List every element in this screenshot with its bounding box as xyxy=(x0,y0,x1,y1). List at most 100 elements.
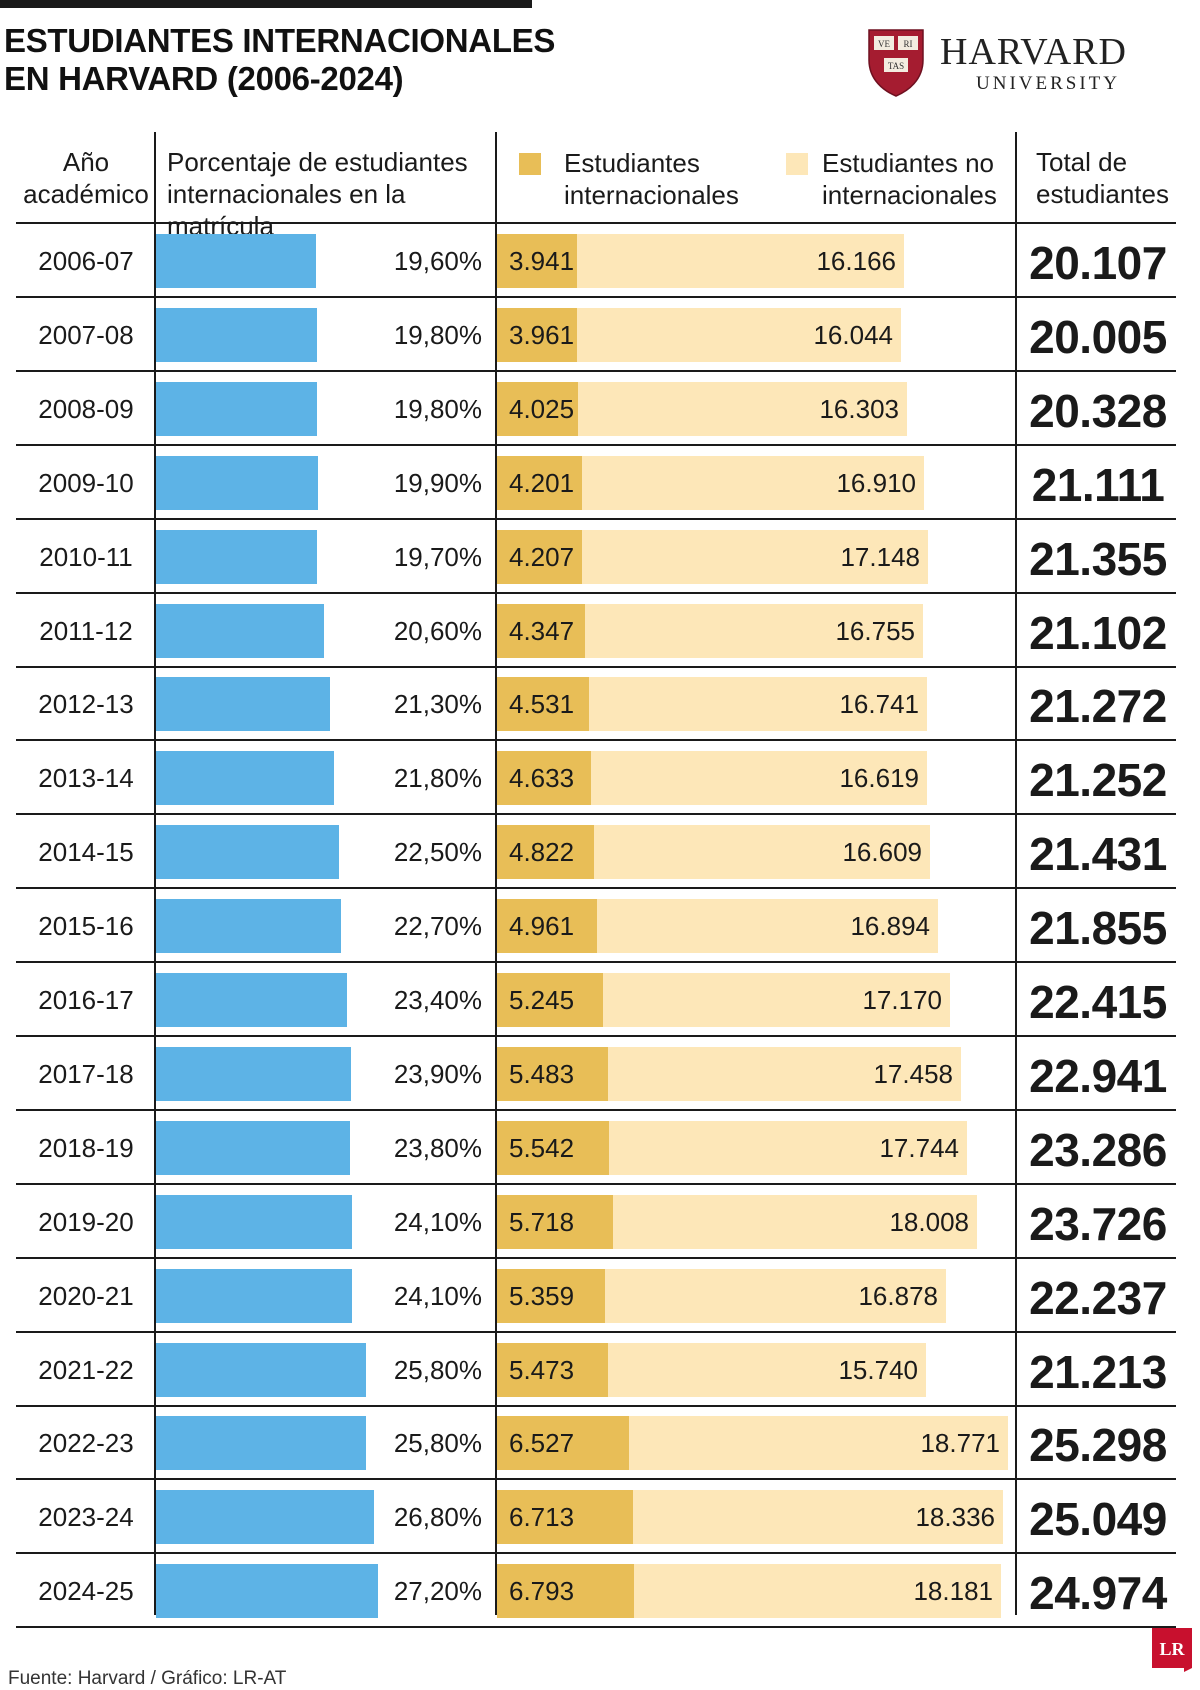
percent-label: 22,70% xyxy=(393,911,482,941)
header-separator xyxy=(16,222,1176,224)
percent-label: 19,60% xyxy=(393,246,482,276)
non-international-label: 15.740 xyxy=(838,1355,918,1385)
percent-bar xyxy=(156,751,334,805)
total-students-label: 21.102 xyxy=(1029,607,1167,659)
percent-label: 24,10% xyxy=(393,1281,482,1311)
international-bar xyxy=(497,899,597,953)
percent-bar xyxy=(156,1195,352,1249)
row-separator xyxy=(16,1183,1176,1185)
non-international-bar xyxy=(578,382,907,436)
percent-label: 25,80% xyxy=(393,1428,482,1458)
percent-label: 19,70% xyxy=(393,542,482,572)
non-international-bar xyxy=(608,1047,961,1101)
header-non-international-line2: internacionales xyxy=(822,180,997,210)
row-year-label: 2008-09 xyxy=(38,394,134,424)
international-label: 5.473 xyxy=(509,1355,575,1385)
percent-label: 21,80% xyxy=(393,763,482,793)
row-separator xyxy=(16,444,1176,446)
harvard-logo: VE RI TAS HARVARD UNIVERSITY xyxy=(866,26,1166,102)
international-bar xyxy=(497,1195,613,1249)
table-row: 2020-21 24,10% 5.359 16.878 22.237 xyxy=(0,1259,1200,1333)
percent-label: 20,60% xyxy=(393,616,482,646)
row-year-label: 2024-25 xyxy=(38,1576,134,1606)
table-row: 2012-13 21,30% 4.531 16.741 21.272 xyxy=(0,667,1200,741)
non-international-bar xyxy=(594,825,930,879)
non-international-label: 17.458 xyxy=(873,1059,953,1089)
non-international-label: 16.894 xyxy=(850,911,930,941)
logo-subtitle: UNIVERSITY xyxy=(976,73,1120,94)
table-row: 2018-19 23,80% 5.542 17.744 23.286 xyxy=(0,1111,1200,1185)
row-year-label: 2009-10 xyxy=(38,468,134,498)
row-year-label: 2019-20 xyxy=(38,1207,134,1237)
title-line-1: ESTUDIANTES INTERNACIONALES xyxy=(4,22,556,59)
international-label: 4.347 xyxy=(509,616,575,646)
row-separator xyxy=(16,1109,1176,1111)
lr-logo-text: LR xyxy=(1159,1639,1185,1659)
row-separator xyxy=(16,887,1176,889)
international-label: 4.025 xyxy=(509,394,575,424)
total-students-label: 23.286 xyxy=(1029,1124,1167,1176)
non-international-label: 16.303 xyxy=(819,394,899,424)
lr-logo-icon: LR xyxy=(1152,1628,1192,1672)
percent-label: 23,40% xyxy=(393,985,482,1015)
non-international-label: 16.609 xyxy=(842,837,922,867)
non-international-bar xyxy=(582,530,928,584)
international-label: 4.822 xyxy=(509,837,575,867)
total-students-label: 21.431 xyxy=(1029,828,1167,880)
total-students-label: 22.415 xyxy=(1029,976,1167,1028)
total-students-label: 23.726 xyxy=(1029,1198,1167,1250)
legend-non-international-swatch xyxy=(786,153,808,175)
percent-label: 27,20% xyxy=(393,1576,482,1606)
non-international-bar xyxy=(629,1416,1008,1470)
table-row: 2011-12 20,60% 4.347 16.755 21.102 xyxy=(0,594,1200,668)
column-divider-percent xyxy=(495,132,497,1615)
table-row: 2008-09 19,80% 4.025 16.303 20.328 xyxy=(0,372,1200,446)
title-line-2: EN HARVARD (2006-2024) xyxy=(4,60,404,97)
non-international-label: 16.755 xyxy=(835,616,915,646)
row-year-label: 2018-19 xyxy=(38,1133,134,1163)
percent-bar xyxy=(156,973,347,1027)
total-students-label: 22.237 xyxy=(1029,1272,1167,1324)
table-row: 2023-24 26,80% 6.713 18.336 25.049 xyxy=(0,1480,1200,1554)
non-international-label: 16.910 xyxy=(836,468,916,498)
header-international-line1: Estudiantes xyxy=(564,148,700,178)
international-bar xyxy=(497,1416,629,1470)
table-row: 2010-11 19,70% 4.207 17.148 21.355 xyxy=(0,520,1200,594)
international-bar xyxy=(497,751,591,805)
harvard-shield-icon: VE RI TAS xyxy=(868,29,924,97)
row-year-label: 2007-08 xyxy=(38,320,134,350)
non-international-label: 17.170 xyxy=(862,985,942,1015)
international-bar xyxy=(497,308,577,362)
percent-bar xyxy=(156,1269,352,1323)
header-total-line2: estudiantes xyxy=(1036,179,1169,209)
shield-text-ri: RI xyxy=(904,39,913,49)
column-divider-total xyxy=(1015,132,1017,1615)
non-international-bar xyxy=(608,1343,926,1397)
international-bar xyxy=(497,604,585,658)
row-year-label: 2022-23 xyxy=(38,1428,134,1458)
international-label: 3.961 xyxy=(509,320,575,350)
percent-bar xyxy=(156,825,339,879)
percent-bar xyxy=(156,1047,351,1101)
international-bar xyxy=(497,677,589,731)
row-separator xyxy=(16,739,1176,741)
legend-international-swatch xyxy=(519,153,541,175)
table-row: 2019-20 24,10% 5.718 18.008 23.726 xyxy=(0,1185,1200,1259)
table-row: 2014-15 22,50% 4.822 16.609 21.431 xyxy=(0,815,1200,889)
international-label: 5.483 xyxy=(509,1059,575,1089)
international-bar xyxy=(497,382,578,436)
international-label: 5.359 xyxy=(509,1281,575,1311)
percent-label: 19,90% xyxy=(393,468,482,498)
international-label: 3.941 xyxy=(509,246,575,276)
table-row: 2021-22 25,80% 5.473 15.740 21.213 xyxy=(0,1333,1200,1407)
row-year-label: 2023-24 xyxy=(38,1502,134,1532)
non-international-label: 18.008 xyxy=(889,1207,969,1237)
row-year-label: 2020-21 xyxy=(38,1281,134,1311)
total-students-label: 25.049 xyxy=(1029,1493,1167,1545)
table-row: 2024-25 27,20% 6.793 18.181 24.974 xyxy=(0,1554,1200,1628)
non-international-bar xyxy=(577,308,901,362)
table-row: 2022-23 25,80% 6.527 18.771 25.298 xyxy=(0,1406,1200,1480)
row-separator xyxy=(16,1035,1176,1037)
row-separator xyxy=(16,518,1176,520)
international-label: 4.531 xyxy=(509,689,575,719)
